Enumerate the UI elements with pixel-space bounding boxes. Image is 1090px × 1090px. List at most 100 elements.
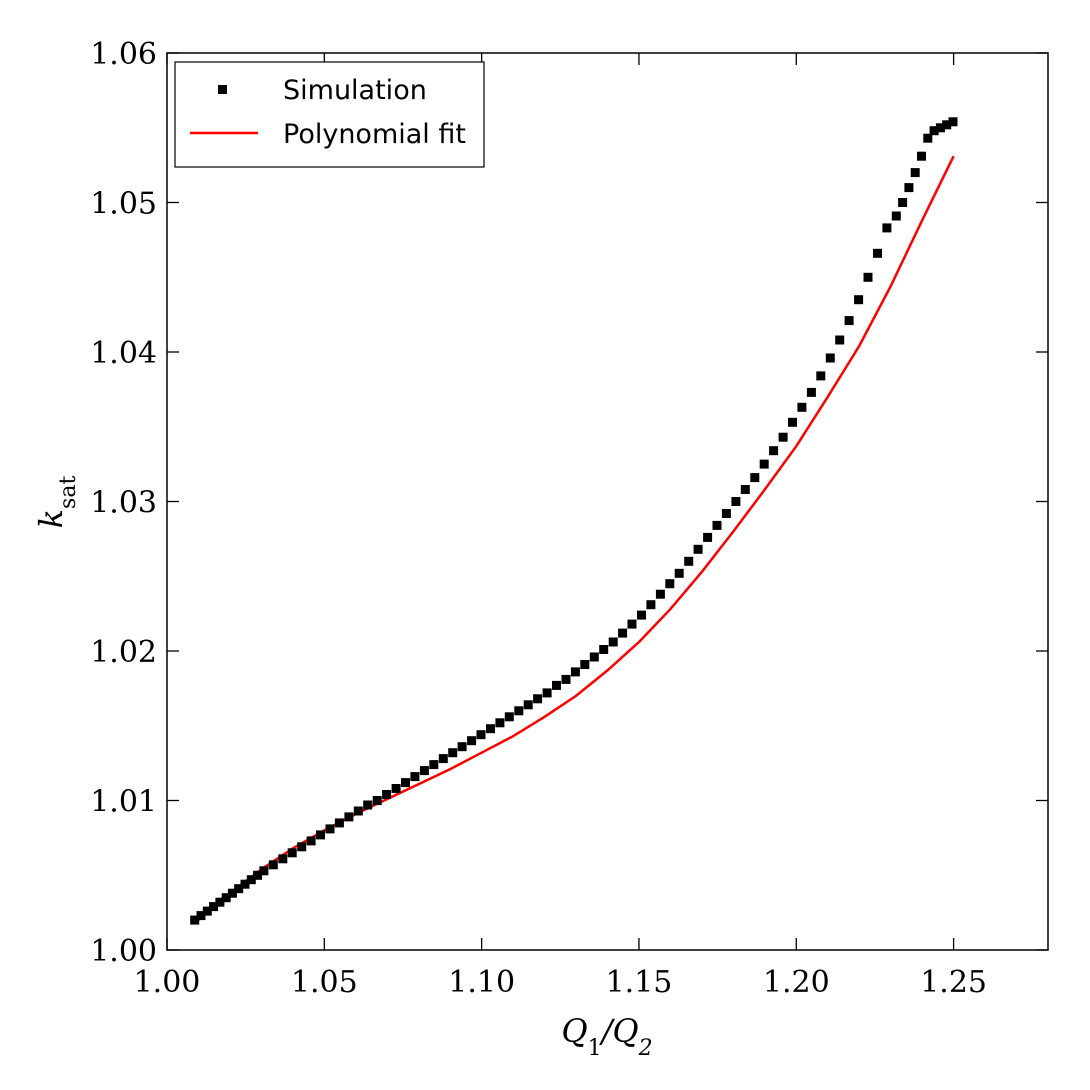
data-point bbox=[297, 842, 307, 852]
data-point bbox=[731, 497, 741, 506]
data-point bbox=[363, 800, 373, 810]
x-tick: 1.20 bbox=[763, 53, 830, 1000]
data-point bbox=[334, 818, 344, 828]
legend-label-simulation: Simulation bbox=[283, 75, 427, 106]
data-point bbox=[797, 402, 807, 412]
marker-layer bbox=[190, 117, 958, 925]
data-point bbox=[929, 126, 939, 136]
legend-marker-simulation bbox=[218, 85, 227, 94]
y-tick-label: 1.06 bbox=[90, 37, 157, 72]
x-tick-label: 1.15 bbox=[606, 965, 673, 1000]
data-point bbox=[429, 760, 439, 770]
data-point bbox=[467, 736, 477, 746]
data-point bbox=[589, 652, 599, 662]
data-point bbox=[504, 712, 514, 722]
data-point bbox=[863, 272, 873, 282]
x-tick-label: 1.25 bbox=[920, 965, 987, 1000]
data-point bbox=[495, 718, 505, 728]
data-point bbox=[533, 694, 543, 704]
legend-box bbox=[174, 61, 485, 168]
x-tick: 1.10 bbox=[448, 53, 515, 1000]
data-point bbox=[873, 248, 882, 258]
data-point bbox=[646, 600, 656, 610]
data-point bbox=[552, 680, 561, 690]
data-point bbox=[580, 660, 590, 669]
data-point bbox=[891, 211, 901, 221]
data-point bbox=[227, 888, 237, 898]
data-point bbox=[542, 688, 552, 698]
data-point bbox=[948, 117, 958, 127]
y-tick-label: 1.03 bbox=[90, 486, 157, 521]
data-point bbox=[514, 706, 524, 716]
data-point bbox=[721, 509, 731, 518]
data-point bbox=[372, 796, 382, 805]
data-point bbox=[788, 417, 797, 427]
data-point bbox=[448, 748, 458, 758]
data-point bbox=[693, 544, 703, 554]
y-tick: 1.01 bbox=[90, 785, 1048, 820]
data-point bbox=[353, 806, 363, 816]
x-tick-label: 1.10 bbox=[448, 965, 515, 1000]
data-point bbox=[942, 120, 952, 130]
data-point bbox=[401, 778, 410, 788]
data-point bbox=[898, 198, 908, 207]
x-tick-label: 1.05 bbox=[291, 965, 358, 1000]
data-point bbox=[712, 520, 722, 530]
data-point bbox=[287, 848, 297, 858]
data-point bbox=[221, 893, 231, 903]
data-point bbox=[740, 485, 750, 494]
data-point bbox=[410, 772, 420, 782]
data-point bbox=[618, 628, 628, 638]
data-point bbox=[278, 854, 288, 864]
x-tick: 1.00 bbox=[134, 53, 200, 1000]
data-point bbox=[202, 906, 212, 916]
y-tick-label: 1.00 bbox=[90, 934, 157, 969]
data-point bbox=[935, 123, 945, 133]
data-point bbox=[627, 619, 637, 629]
data-point bbox=[923, 133, 933, 143]
data-point bbox=[419, 766, 429, 776]
data-point bbox=[325, 824, 335, 834]
data-point bbox=[486, 724, 495, 734]
data-point bbox=[674, 568, 684, 578]
data-point bbox=[523, 700, 533, 710]
data-point bbox=[246, 875, 256, 885]
data-point bbox=[240, 879, 250, 889]
data-point bbox=[703, 532, 713, 542]
data-point bbox=[806, 387, 816, 397]
data-point bbox=[316, 830, 325, 840]
legend-label-fit: Polynomial fit bbox=[283, 119, 466, 150]
x-tick: 1.25 bbox=[920, 53, 987, 1000]
data-point bbox=[253, 870, 263, 880]
x-tick: 1.05 bbox=[291, 53, 358, 1000]
data-point bbox=[844, 316, 854, 326]
data-point bbox=[234, 884, 244, 894]
data-point bbox=[608, 637, 618, 647]
data-point bbox=[268, 860, 278, 870]
data-point bbox=[561, 674, 571, 684]
y-tick-label: 1.02 bbox=[90, 635, 157, 670]
legend: Simulation Polynomial fit bbox=[174, 61, 485, 168]
y-tick: 1.04 bbox=[90, 336, 1048, 371]
data-point bbox=[882, 223, 892, 233]
data-point bbox=[769, 446, 779, 456]
y-tick: 1.05 bbox=[90, 187, 1048, 222]
data-point bbox=[904, 183, 914, 193]
data-point bbox=[684, 556, 694, 566]
y-tick-label: 1.04 bbox=[90, 336, 157, 371]
data-point bbox=[570, 667, 580, 677]
data-point bbox=[835, 335, 845, 345]
data-point bbox=[825, 353, 835, 363]
data-point bbox=[917, 151, 926, 161]
data-point bbox=[637, 610, 646, 620]
data-point bbox=[391, 784, 401, 793]
data-point bbox=[759, 459, 769, 469]
data-point bbox=[438, 754, 448, 764]
data-point bbox=[476, 730, 486, 740]
x-tick: 1.15 bbox=[606, 53, 673, 1000]
tick-layer: 1.00 1.05 1.10 1.15 1.20 1.25 1.00 1.01 1.02 1.03… bbox=[90, 37, 1048, 1000]
data-point bbox=[259, 866, 269, 876]
data-point bbox=[215, 897, 225, 907]
